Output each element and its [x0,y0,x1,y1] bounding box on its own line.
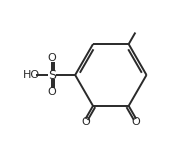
Text: O: O [81,117,90,127]
Text: HO: HO [23,70,40,80]
Text: O: O [132,117,140,127]
Text: S: S [48,69,56,81]
Text: O: O [48,53,57,63]
Text: O: O [48,87,57,97]
